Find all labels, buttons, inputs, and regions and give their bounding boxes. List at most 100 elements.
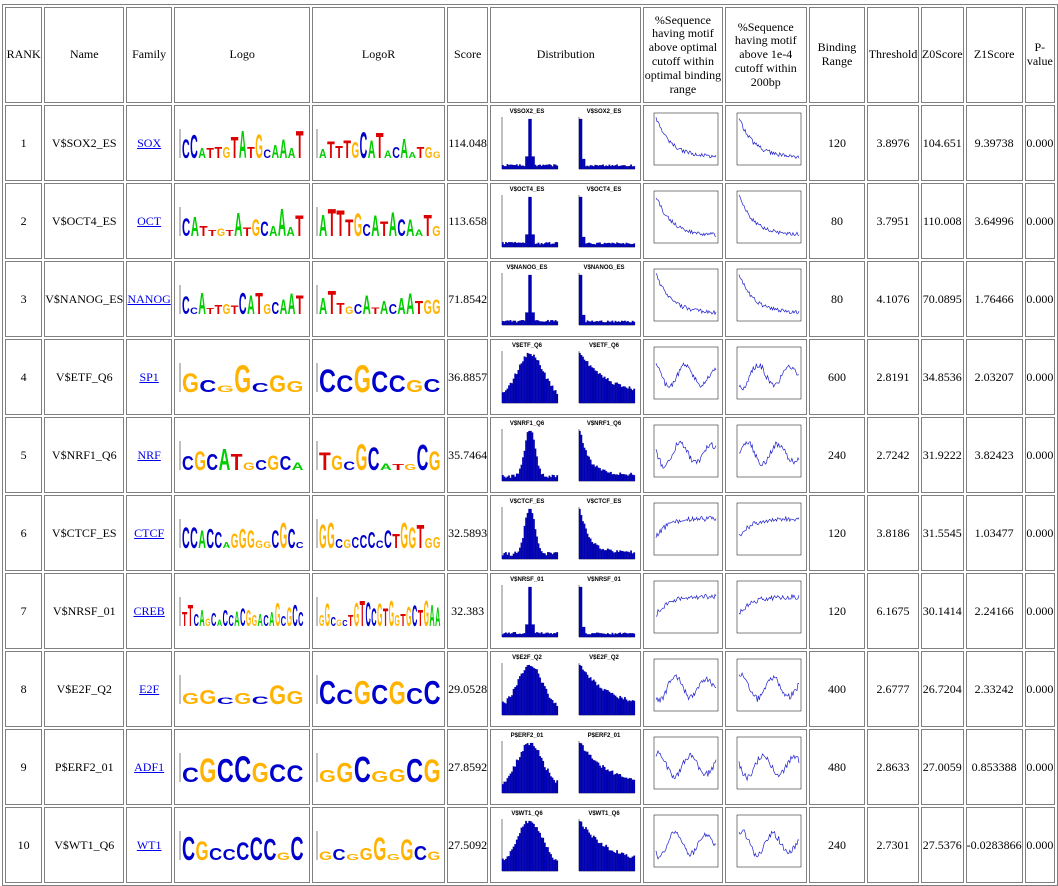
histogram-bar <box>632 390 634 404</box>
histogram-bar <box>520 242 523 248</box>
histogram-bar <box>511 164 514 170</box>
histogram-bar <box>604 322 606 326</box>
histogram-bar <box>593 835 595 872</box>
histogram-bar <box>512 688 515 716</box>
logo-letter: T <box>215 303 223 317</box>
percent-curve-plot <box>736 736 801 790</box>
logo-letter: T <box>231 303 239 317</box>
histogram-bar <box>625 387 628 404</box>
logo-letter: G <box>336 617 341 628</box>
histogram-bar <box>525 744 528 794</box>
histogram-bar <box>610 243 613 248</box>
family-link[interactable]: NRF <box>137 447 161 462</box>
logo-letter: T <box>348 613 353 629</box>
histogram-bar <box>550 776 552 794</box>
histogram-bar <box>501 701 504 716</box>
distribution-histogram: V$WT1_Q6 <box>579 811 636 872</box>
histogram-title: V$OCT4_ES <box>510 187 545 193</box>
logo-letter: G <box>423 754 440 785</box>
family-link[interactable]: SOX <box>137 135 162 150</box>
z1score-cell: 9.39738 <box>965 105 1023 181</box>
distribution-cell: V$NANOG_ES V$NANOG_ES <box>490 261 641 337</box>
logo-letter: C <box>263 834 276 863</box>
family-link[interactable]: CREB <box>133 603 165 618</box>
histogram-bar <box>551 554 554 560</box>
histogram-bar <box>526 352 529 404</box>
logo-letter: G <box>336 756 353 785</box>
pct-1e4-cell <box>724 729 807 805</box>
logo-letter: G <box>406 600 411 629</box>
histogram-bar <box>503 476 506 482</box>
histogram-bar <box>629 700 631 716</box>
score-cell: 27.5092 <box>446 807 489 883</box>
percent-curve-line <box>738 829 799 858</box>
histogram-title: V$CTCF_ES <box>510 499 545 505</box>
histogram-bar <box>553 243 556 248</box>
histogram-bar <box>613 852 616 872</box>
family-link[interactable]: ADF1 <box>134 759 165 774</box>
histogram-bar <box>534 320 537 326</box>
logo-letter: G <box>252 216 260 239</box>
score-cell: 113.658 <box>446 183 489 259</box>
histogram-bar <box>550 385 552 404</box>
distribution-histogram: V$OCT4_ES <box>501 187 559 248</box>
histogram-bar <box>597 321 600 326</box>
percent-curve-line <box>655 197 717 237</box>
percent-curve-plot <box>736 502 801 556</box>
logo-letter: A <box>414 227 423 238</box>
family-link[interactable]: NANOG <box>127 291 171 306</box>
logo-letter: C <box>190 305 198 316</box>
family-link[interactable]: OCT <box>137 213 162 228</box>
percent-curve-line <box>738 118 800 160</box>
histogram-bar <box>515 473 518 482</box>
histogram-bar <box>585 528 588 560</box>
header-z1score: Z1Score <box>965 7 1023 103</box>
histogram-bar <box>542 760 545 794</box>
histogram-bar <box>615 633 617 638</box>
histogram-bar <box>536 536 538 560</box>
histogram-bar <box>525 357 528 404</box>
histogram-bar <box>579 508 581 560</box>
histogram-bar <box>613 473 616 482</box>
histogram-bar <box>537 320 540 326</box>
histogram-bar <box>618 383 620 404</box>
histogram-bar <box>537 543 540 560</box>
histogram-bar <box>597 467 600 482</box>
histogram-bar <box>556 860 559 872</box>
logo-letter: T <box>414 297 423 317</box>
pvalue-cell: 0.000 <box>1024 261 1055 337</box>
histogram-bar <box>619 472 622 482</box>
header-pct-1e4: %Sequence having motif above 1e-4 cutoff… <box>724 7 807 103</box>
histogram-bar <box>540 551 543 560</box>
family-link[interactable]: CTCF <box>134 525 165 540</box>
histogram-bar <box>585 672 588 716</box>
family-link[interactable]: WT1 <box>136 837 162 852</box>
histogram-bar <box>622 165 625 170</box>
percent-curve-plot <box>653 736 719 790</box>
histogram-bar <box>625 633 628 638</box>
histogram-bar <box>633 700 636 716</box>
family-link[interactable]: SP1 <box>139 369 159 384</box>
percent-curve-plot <box>653 814 719 868</box>
histogram-bar <box>591 165 594 170</box>
histogram-bar <box>588 242 591 248</box>
pvalue-cell: 0.000 <box>1024 807 1055 883</box>
logo-letter: A <box>397 294 405 317</box>
histogram-bar <box>604 469 606 482</box>
family-link[interactable]: E2F <box>139 681 160 696</box>
logo-letter: C <box>281 614 286 629</box>
logo-letter: C <box>319 673 336 707</box>
histogram-bar <box>594 321 597 326</box>
histogram-bar <box>596 242 599 248</box>
table-row: 10 V$WT1_Q6 WT1 C G C C C C C G C G C G G G G G C G 27.5092 V$… <box>5 807 1055 883</box>
motif-results-table: RANK Name Family Logo LogoR Score Distri… <box>2 4 1058 886</box>
family-cell: WT1 <box>126 807 173 883</box>
logo-letter: G <box>275 595 280 629</box>
logo-letter: A <box>435 602 440 629</box>
logo-letter: G <box>432 224 440 239</box>
pct-1e4-cell <box>724 807 807 883</box>
histogram-bar <box>579 196 581 248</box>
histogram-bar <box>632 243 634 248</box>
